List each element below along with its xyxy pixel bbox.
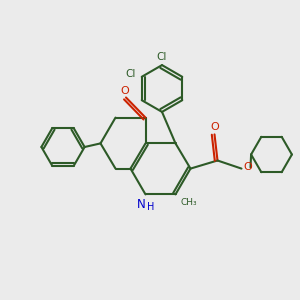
Text: CH₃: CH₃ bbox=[181, 198, 197, 207]
Text: O: O bbox=[244, 162, 253, 172]
Text: Cl: Cl bbox=[157, 52, 167, 62]
Text: Cl: Cl bbox=[125, 69, 136, 80]
Text: H: H bbox=[147, 202, 155, 212]
Text: O: O bbox=[120, 86, 129, 96]
Text: O: O bbox=[210, 122, 219, 132]
Text: N: N bbox=[136, 197, 146, 211]
